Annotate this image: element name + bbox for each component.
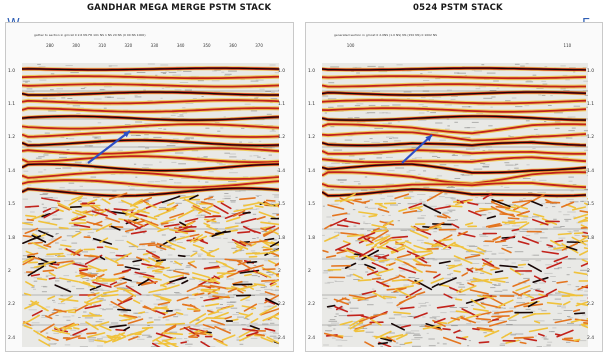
left-header-text: gather to section in gmcat 0 2.6 NS FR 1…: [34, 33, 146, 37]
right-time-axis-left: 1.0 1.1 1.2 1.4 1.5 1.8 2 2.2 2.4: [308, 63, 322, 347]
trace-tick-label: 280: [46, 43, 54, 48]
arrow-icon: [401, 134, 433, 164]
left-time-axis-left: 1.0 1.1 1.2 1.4 1.5 1.8 2 2.2 2.4: [8, 63, 22, 347]
time-tick-label: 1.1: [308, 102, 316, 108]
right-seismic-svg: [322, 63, 588, 347]
right-panel-header: generated section in gmcat 0 2.0NS (1.0 …: [306, 23, 602, 61]
time-tick-label: 1.2: [587, 135, 595, 141]
time-tick-label: 2: [587, 268, 590, 274]
time-tick-label: 1.8: [308, 235, 316, 241]
time-tick-label: 1.0: [8, 68, 16, 74]
time-tick-label: 2: [308, 268, 311, 274]
left-panel-title: GANDHAR MEGA MERGE PSTM STACK: [87, 3, 272, 13]
time-tick-label: 1.8: [587, 235, 595, 241]
time-tick-label: 1.5: [8, 202, 16, 208]
time-tick-label: 1.2: [278, 135, 286, 141]
time-tick-label: 1.5: [278, 202, 286, 208]
time-tick-label: 1.0: [587, 68, 595, 74]
trace-tick-label: 360: [229, 43, 237, 48]
trace-tick-label: 300: [72, 43, 80, 48]
time-tick-label: 2.4: [8, 335, 16, 341]
timing-lines: [22, 90, 279, 326]
right-time-axis-right: 1.0 1.1 1.2 1.4 1.5 1.8 2 2.2 2.4: [587, 63, 601, 347]
time-tick-label: 1.2: [308, 135, 316, 141]
time-tick-label: 2: [8, 268, 11, 274]
time-tick-label: 1.4: [587, 168, 595, 174]
trace-tick-label: 350: [202, 43, 211, 48]
reflector-group: [22, 66, 279, 198]
time-tick-label: 2.2: [8, 302, 16, 308]
time-tick-label: 1.8: [8, 235, 16, 241]
time-tick-label: 1.4: [308, 168, 316, 174]
time-tick-label: 1.5: [308, 202, 316, 208]
time-tick-label: 1.4: [278, 168, 286, 174]
deep-chaotic-reflectors: [22, 192, 279, 347]
time-tick-label: 2.2: [308, 302, 316, 308]
left-panel-header: gather to section in gmcat 0 2.6 NS FR 1…: [6, 23, 293, 61]
trace-tick-label: 340: [176, 43, 185, 48]
trace-tick-label: 330: [150, 43, 159, 48]
time-tick-label: 1.1: [278, 102, 286, 108]
deep-chaotic-reflectors: [322, 191, 588, 347]
right-seismic-panel: generated section in gmcat 0 2.0NS (1.0 …: [305, 22, 603, 352]
time-tick-label: 1.5: [587, 202, 595, 208]
arrow-icon: [87, 130, 131, 164]
time-tick-label: 1.4: [8, 168, 16, 174]
left-seismic-section: [22, 63, 279, 347]
time-tick-label: 2: [278, 268, 281, 274]
right-seismic-section: [322, 63, 588, 347]
reflector-group: [322, 66, 587, 198]
right-trace-axis: 100 110: [330, 41, 588, 55]
left-seismic-svg: [22, 63, 279, 347]
time-tick-label: 1.1: [587, 102, 595, 108]
trace-tick-label: 110: [563, 43, 572, 48]
trace-tick-label: 100: [346, 43, 355, 48]
time-tick-label: 1.2: [8, 135, 16, 141]
time-tick-label: 1.0: [278, 68, 286, 74]
time-tick-label: 2.4: [278, 335, 286, 341]
time-tick-label: 2.4: [587, 335, 595, 341]
left-seismic-panel: gather to section in gmcat 0 2.6 NS FR 1…: [5, 22, 294, 352]
trace-tick-label: 320: [124, 43, 133, 48]
right-header-text: generated section in gmcat 0 2.0NS (1.0 …: [334, 33, 438, 37]
trace-tick-label: 370: [255, 43, 263, 48]
time-tick-label: 1.0: [308, 68, 316, 74]
trace-tick-label: 310: [98, 43, 107, 48]
time-tick-label: 2.2: [587, 302, 595, 308]
time-tick-label: 2.4: [308, 335, 316, 341]
right-panel-title: 0524 PSTM STACK: [413, 3, 503, 13]
left-time-axis-right: 1.0 1.1 1.2 1.4 1.5 1.8 2 2.2 2.4: [278, 63, 292, 347]
time-tick-label: 1.8: [278, 235, 286, 241]
left-trace-axis: 280 300 310 320 330 340 350 360 370: [30, 41, 279, 55]
time-tick-label: 2.2: [278, 302, 286, 308]
time-tick-label: 1.1: [8, 102, 16, 108]
